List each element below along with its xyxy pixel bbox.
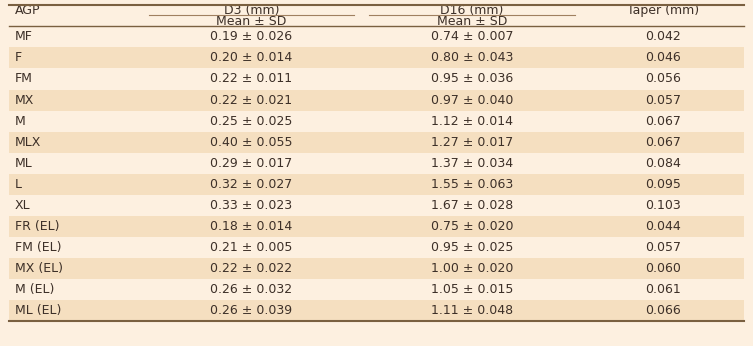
Text: Mean ± SD: Mean ± SD [437,15,508,27]
Text: F: F [15,52,22,64]
Bar [9,153,744,174]
Text: 1.55 ± 0.063: 1.55 ± 0.063 [431,178,513,191]
Bar [9,300,744,321]
Text: M (EL): M (EL) [15,283,54,296]
Text: 0.044: 0.044 [645,220,681,233]
Text: 0.057: 0.057 [645,241,681,254]
Text: 1.12 ± 0.014: 1.12 ± 0.014 [431,115,513,128]
Bar [9,5,744,26]
Text: MX: MX [15,93,35,107]
Text: FM: FM [15,72,33,85]
Text: 0.75 ± 0.020: 0.75 ± 0.020 [431,220,514,233]
Text: 0.26 ± 0.032: 0.26 ± 0.032 [211,283,293,296]
Text: 1.11 ± 0.048: 1.11 ± 0.048 [431,304,513,317]
Text: 1.05 ± 0.015: 1.05 ± 0.015 [431,283,514,296]
Text: 0.22 ± 0.011: 0.22 ± 0.011 [211,72,293,85]
Text: 0.061: 0.061 [645,283,681,296]
Bar [9,90,744,111]
Text: 1.67 ± 0.028: 1.67 ± 0.028 [431,199,513,212]
Text: L: L [15,178,22,191]
Bar [9,174,744,195]
Text: 0.103: 0.103 [645,199,681,212]
Text: XL: XL [15,199,31,212]
Text: 0.056: 0.056 [645,72,681,85]
Bar [9,132,744,153]
Text: Mean ± SD: Mean ± SD [216,15,287,27]
Text: M: M [15,115,26,128]
Text: FR (EL): FR (EL) [15,220,59,233]
Text: 0.060: 0.060 [645,262,681,275]
Text: 0.19 ± 0.026: 0.19 ± 0.026 [211,30,293,43]
Text: 0.95 ± 0.025: 0.95 ± 0.025 [431,241,514,254]
Bar [9,195,744,216]
Text: 1.00 ± 0.020: 1.00 ± 0.020 [431,262,514,275]
Text: 1.27 ± 0.017: 1.27 ± 0.017 [431,136,513,149]
Text: Taper (mm): Taper (mm) [627,4,700,17]
Text: FM (EL): FM (EL) [15,241,62,254]
Text: 0.80 ± 0.043: 0.80 ± 0.043 [431,52,514,64]
Text: 0.33 ± 0.023: 0.33 ± 0.023 [211,199,293,212]
Text: 0.22 ± 0.021: 0.22 ± 0.021 [211,93,293,107]
Text: 0.95 ± 0.036: 0.95 ± 0.036 [431,72,513,85]
Text: 0.74 ± 0.007: 0.74 ± 0.007 [431,30,514,43]
Text: 0.22 ± 0.022: 0.22 ± 0.022 [211,262,293,275]
Text: 0.26 ± 0.039: 0.26 ± 0.039 [211,304,293,317]
Bar [9,237,744,258]
Bar [9,47,744,69]
Text: 0.21 ± 0.005: 0.21 ± 0.005 [210,241,293,254]
Text: 1.37 ± 0.034: 1.37 ± 0.034 [431,157,513,170]
Text: 0.97 ± 0.040: 0.97 ± 0.040 [431,93,514,107]
Text: 0.046: 0.046 [645,52,681,64]
Text: 0.057: 0.057 [645,93,681,107]
Text: MX (EL): MX (EL) [15,262,63,275]
Text: 0.20 ± 0.014: 0.20 ± 0.014 [210,52,293,64]
Text: 0.18 ± 0.014: 0.18 ± 0.014 [210,220,293,233]
Text: D3 (mm): D3 (mm) [224,4,279,17]
Text: 0.066: 0.066 [645,304,681,317]
Bar [9,69,744,90]
Bar [9,26,744,47]
Text: 0.32 ± 0.027: 0.32 ± 0.027 [210,178,293,191]
Bar [9,279,744,300]
Text: 0.084: 0.084 [645,157,681,170]
Bar [9,111,744,132]
Text: 0.29 ± 0.017: 0.29 ± 0.017 [210,157,293,170]
Text: 0.40 ± 0.055: 0.40 ± 0.055 [210,136,293,149]
Text: MLX: MLX [15,136,41,149]
Text: 0.042: 0.042 [645,30,681,43]
Text: MF: MF [15,30,33,43]
Text: ML: ML [15,157,33,170]
Text: AGP: AGP [15,4,41,17]
Text: 0.095: 0.095 [645,178,681,191]
Text: D16 (mm): D16 (mm) [441,4,504,17]
Bar [9,258,744,279]
Text: 0.067: 0.067 [645,136,681,149]
Bar [9,216,744,237]
Text: 0.25 ± 0.025: 0.25 ± 0.025 [210,115,293,128]
Text: ML (EL): ML (EL) [15,304,62,317]
Text: 0.067: 0.067 [645,115,681,128]
